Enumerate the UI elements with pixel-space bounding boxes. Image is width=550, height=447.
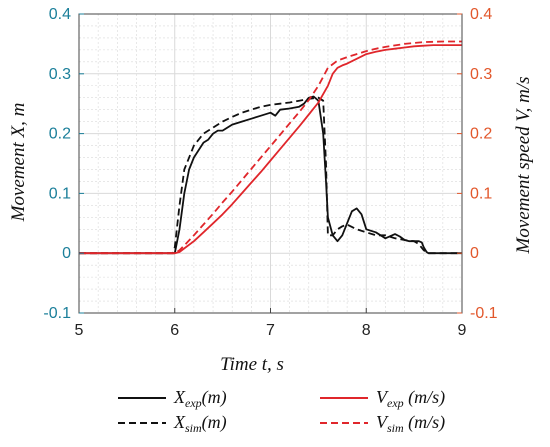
y-left-tick-label: 0.3 xyxy=(49,66,71,83)
legend-label-v-sim: Vsim (m/s) xyxy=(376,412,445,435)
x-tick-label: 8 xyxy=(362,322,371,339)
x-tick-label: 7 xyxy=(266,322,275,339)
x-tick-label: 6 xyxy=(170,322,179,339)
series-line-x-sim xyxy=(79,96,462,255)
x-axis-label: Time t, s xyxy=(220,354,284,375)
y-right-tick-label: 0 xyxy=(470,245,479,262)
series-line-v-exp xyxy=(79,44,462,255)
y-right-tick-label: 0.4 xyxy=(470,6,492,23)
legend: Xexp(m) Vexp (m/s) Xsim(m) Vsim (m/s) xyxy=(118,387,445,435)
legend-label-x-exp: Xexp(m) xyxy=(173,387,227,410)
y-left-tick-label: -0.1 xyxy=(43,305,71,322)
y-axis-left-label: Movement X, m xyxy=(8,103,29,223)
x-tick-label: 9 xyxy=(458,322,467,339)
y-right-tick-label: 0.2 xyxy=(470,126,492,143)
y-axis-right-label: Movement speed V, m/s xyxy=(513,77,534,255)
y-left-tick-label: 0 xyxy=(62,245,71,262)
legend-label-v-exp: Vexp (m/s) xyxy=(376,387,445,410)
y-left-tick-label: 0.4 xyxy=(49,6,71,23)
legend-label-x-sim: Xsim(m) xyxy=(173,412,227,435)
x-tick-label: 5 xyxy=(75,322,84,339)
y-right-tick-label: -0.1 xyxy=(470,305,498,322)
y-left-tick-label: 0.2 xyxy=(49,126,71,143)
y-right-tick-label: 0.1 xyxy=(470,185,492,202)
y-right-tick-label: 0.3 xyxy=(470,66,492,83)
series-line-v-sim xyxy=(79,40,462,255)
y-left-tick-label: 0.1 xyxy=(49,185,71,202)
